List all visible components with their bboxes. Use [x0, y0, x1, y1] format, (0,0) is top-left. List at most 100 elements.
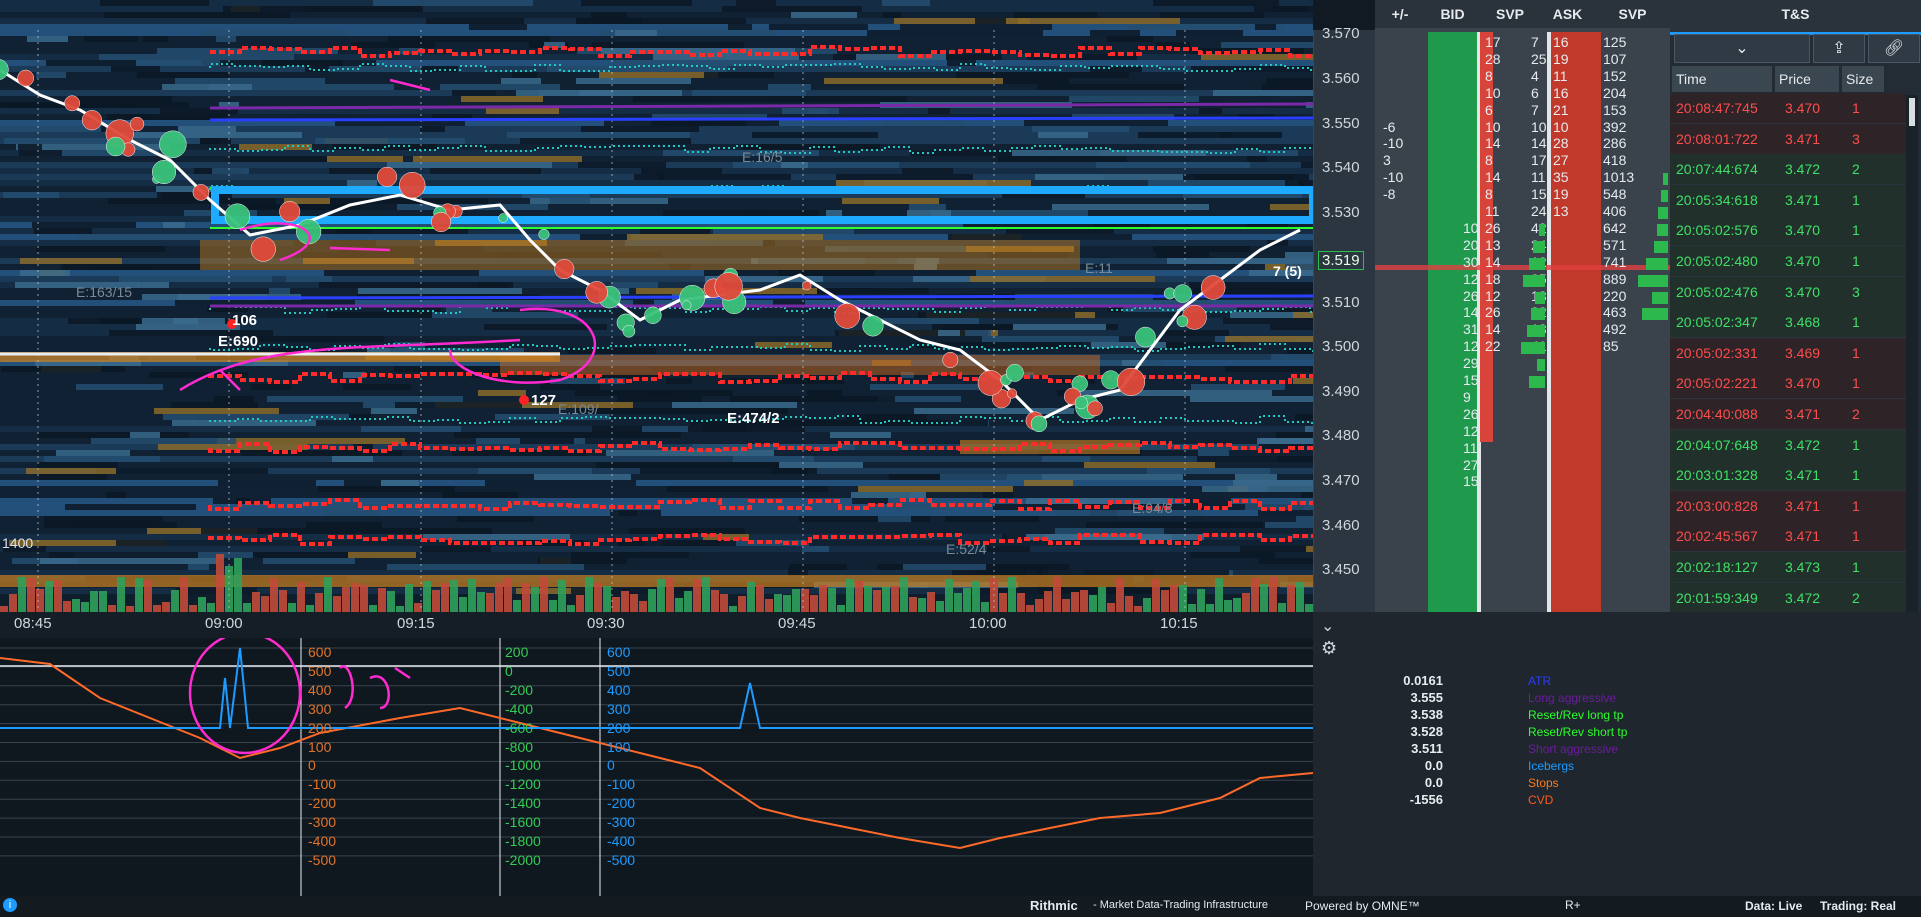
dom-cell[interactable]: 17 — [1485, 34, 1501, 50]
dom-cell[interactable]: 12 — [1463, 422, 1479, 439]
ts-scrollbar-thumb[interactable] — [1909, 98, 1915, 126]
dom-cell[interactable]: 19 — [1553, 50, 1569, 67]
dom-cell[interactable]: 25 — [1531, 50, 1547, 67]
dom-cell[interactable]: 9 — [1463, 388, 1471, 405]
dom-cell[interactable]: 1013 — [1603, 169, 1635, 186]
dom-cell[interactable]: 14 — [1485, 321, 1501, 338]
dom-cell[interactable]: 26 — [1485, 219, 1501, 236]
dom-cell[interactable]: 10 — [1463, 219, 1479, 236]
price-axis[interactable]: 3.570 3.560 3.550 3.540 3.530 3.519 3.510 3.500… — [1313, 25, 1376, 612]
dom-cell[interactable]: 153 — [1603, 101, 1627, 118]
dom-ladder[interactable]: +/- BID SVP ASK SVP -6 -10 3 -10 -8 10 20 30 12 2… — [1375, 0, 1670, 612]
ts-row[interactable]: 20:05:02:221 3.470 1 — [1670, 368, 1906, 400]
ts-row[interactable]: 20:04:40:088 3.471 2 — [1670, 399, 1906, 430]
ts-row[interactable]: 20:04:07:648 3.472 1 — [1670, 429, 1906, 461]
ts-col-price[interactable]: Price — [1775, 66, 1839, 92]
dom-cell[interactable]: 642 — [1603, 219, 1627, 236]
ts-row[interactable]: 20:05:02:480 3.470 1 — [1670, 246, 1906, 277]
dom-cell[interactable]: 152 — [1603, 67, 1627, 84]
dom-cell[interactable]: 28 — [1485, 50, 1501, 67]
dom-cell[interactable]: -8 — [1383, 186, 1396, 203]
dom-cell[interactable]: 14 — [1485, 253, 1501, 270]
dom-cell[interactable]: 125 — [1603, 34, 1627, 50]
dom-cell[interactable]: 14 — [1485, 135, 1501, 152]
ts-row[interactable]: 20:03:00:828 3.471 1 — [1670, 490, 1906, 522]
dom-cell[interactable]: 204 — [1603, 84, 1627, 101]
ts-row[interactable]: 20:05:02:331 3.469 1 — [1670, 337, 1906, 369]
ts-row[interactable]: 20:02:18:127 3.473 1 — [1670, 552, 1906, 583]
ts-row[interactable]: 20:05:34:618 3.471 1 — [1670, 184, 1906, 216]
dom-cell[interactable]: 17 — [1531, 152, 1547, 169]
dom-cell[interactable]: 10 — [1485, 118, 1501, 135]
ts-popout-button[interactable]: ⇪ — [1813, 34, 1865, 63]
ts-row[interactable]: 20:02:45:567 3.471 1 — [1670, 521, 1906, 553]
dom-cell[interactable]: 13 — [1485, 236, 1501, 253]
ts-row[interactable]: 20:03:01:328 3.471 1 — [1670, 460, 1906, 492]
ts-col-size[interactable]: Size — [1842, 66, 1884, 92]
ts-row[interactable]: 20:01:59:349 3.472 2 — [1670, 582, 1906, 614]
dom-cell[interactable]: 6 — [1531, 84, 1539, 101]
dom-cell[interactable]: 13 — [1553, 203, 1569, 219]
dom-cell[interactable]: 463 — [1603, 304, 1627, 321]
dom-cell[interactable]: 28 — [1553, 135, 1569, 152]
dom-cell[interactable]: 548 — [1603, 186, 1627, 203]
dom-cell[interactable]: 21 — [1553, 101, 1569, 118]
dom-cell[interactable]: 220 — [1603, 287, 1627, 304]
ts-collapse-button[interactable]: ⌄ — [1674, 34, 1810, 63]
dom-cell[interactable]: 14 — [1531, 135, 1547, 152]
dom-cell[interactable]: 26 — [1485, 304, 1501, 321]
dom-cell[interactable]: 571 — [1603, 236, 1627, 253]
dom-cell[interactable]: 15 — [1463, 372, 1479, 388]
dom-cell[interactable]: 12 — [1463, 270, 1479, 287]
ts-row[interactable]: 20:08:01:722 3.471 3 — [1670, 123, 1906, 155]
dom-cell[interactable]: 12 — [1485, 287, 1501, 304]
dom-cell[interactable]: 22 — [1485, 338, 1501, 355]
ts-row[interactable]: 20:05:02:347 3.468 1 — [1670, 307, 1906, 339]
dom-cell[interactable]: 24 — [1531, 203, 1547, 219]
chevron-down-icon[interactable]: ⌄ — [1321, 618, 1335, 635]
dom-cell[interactable]: 15 — [1463, 473, 1479, 490]
dom-cell[interactable]: 392 — [1603, 118, 1627, 135]
dom-cell[interactable]: 10 — [1485, 84, 1501, 101]
dom-cell[interactable]: 7 — [1531, 101, 1539, 118]
ts-link-button[interactable]: 🔗︎ — [1868, 34, 1920, 63]
dom-cell[interactable]: 10 — [1553, 118, 1569, 135]
dom-cell[interactable]: 20 — [1463, 236, 1479, 253]
dom-cell[interactable]: 14 — [1463, 304, 1479, 321]
dom-cell[interactable]: 8 — [1485, 67, 1493, 84]
dom-cell[interactable]: 19 — [1553, 186, 1569, 203]
dom-cell[interactable]: 26 — [1463, 405, 1479, 422]
dom-cell[interactable]: 8 — [1485, 186, 1493, 203]
dom-cell[interactable]: 16 — [1553, 34, 1569, 50]
dom-cell[interactable]: 889 — [1603, 270, 1627, 287]
ts-row[interactable]: 20:08:47:745 3.470 1 — [1670, 93, 1906, 124]
dom-cell[interactable]: 107 — [1603, 50, 1627, 67]
dom-cell[interactable]: 418 — [1603, 152, 1627, 169]
gear-icon[interactable]: ⚙ — [1321, 638, 1338, 658]
dom-cell[interactable]: 406 — [1603, 203, 1627, 219]
dom-cell[interactable]: 27 — [1463, 456, 1479, 473]
dom-cell[interactable]: 286 — [1603, 135, 1627, 152]
dom-cell[interactable]: 29 — [1463, 355, 1479, 372]
ts-col-time[interactable]: Time — [1672, 66, 1772, 92]
dom-cell[interactable]: 31 — [1463, 321, 1479, 338]
dom-cell[interactable]: 26 — [1463, 287, 1479, 304]
dom-cell[interactable]: 6 — [1485, 101, 1493, 118]
dom-cell[interactable]: 11 — [1531, 169, 1546, 186]
time-axis[interactable]: 08:45 09:00 09:15 09:30 09:45 10:00 10:15 — [0, 612, 1313, 638]
dom-cell[interactable]: 3 — [1383, 152, 1391, 169]
heatmap-chart[interactable]: 106 E:690 127 E:474/2 E:163/15 E:16/5 E:… — [0, 0, 1313, 612]
ts-row[interactable]: 20:07:44:674 3.472 2 — [1670, 154, 1906, 186]
dom-cell[interactable]: 30 — [1463, 253, 1479, 270]
dom-cell[interactable]: -10 — [1383, 135, 1404, 152]
info-icon[interactable]: i — [3, 898, 17, 912]
dom-cell[interactable]: 15 — [1531, 186, 1547, 203]
ts-row[interactable]: 20:05:02:476 3.470 3 — [1670, 276, 1906, 308]
dom-cell[interactable]: 8 — [1485, 152, 1493, 169]
dom-cell[interactable]: -10 — [1383, 169, 1404, 186]
dom-cell[interactable]: 492 — [1603, 321, 1627, 338]
ts-scrollbar[interactable] — [1906, 95, 1918, 612]
dom-cell[interactable]: 11 — [1485, 203, 1500, 219]
time-and-sales-panel[interactable]: T&S ⌄ ⇪ 🔗︎ Time Price Size 20:08:47:745 3… — [1670, 0, 1921, 614]
dom-cell[interactable]: 11 — [1463, 439, 1478, 456]
